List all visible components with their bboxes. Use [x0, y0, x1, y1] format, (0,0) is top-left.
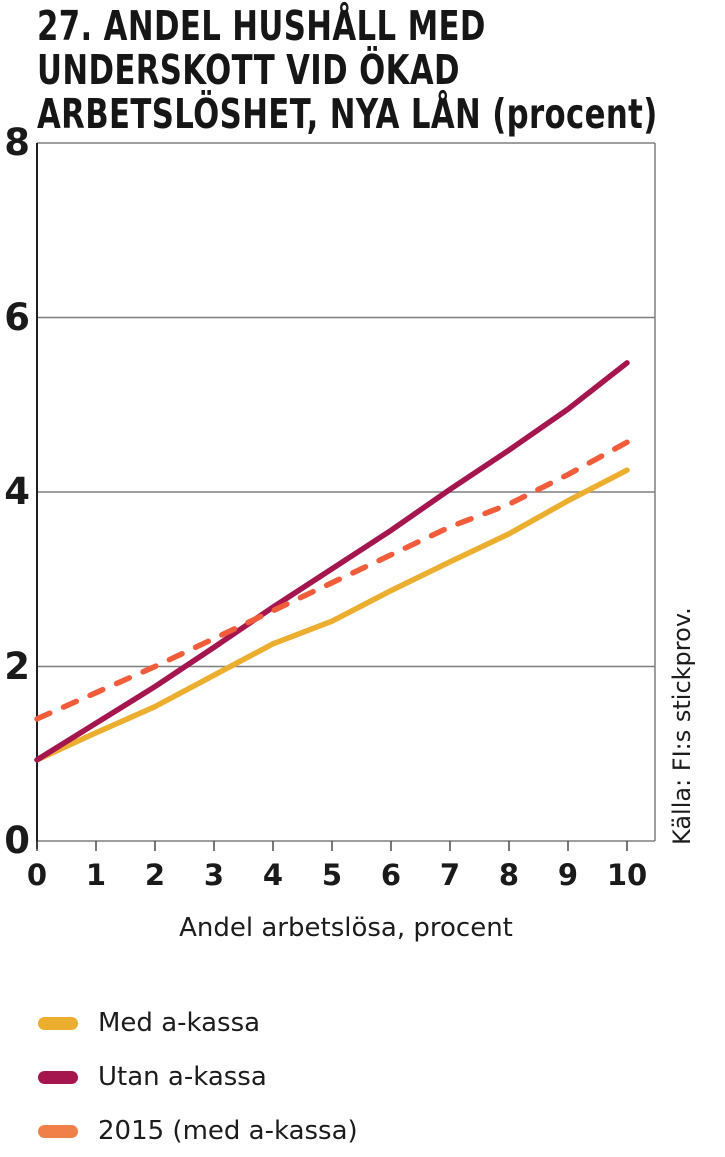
y-tick-label-8: 8	[4, 121, 30, 164]
y-tick-label-2: 2	[4, 644, 30, 688]
x-tick-label-5: 5	[321, 858, 343, 892]
x-tick-label-4: 4	[262, 858, 284, 892]
x-tick-label-0: 0	[26, 858, 48, 892]
x-tick-label-9: 9	[557, 858, 579, 892]
chart-title: 27. ANDEL HUSHÅLL MED UNDERSKOTT VID ÖKA…	[37, 4, 697, 136]
legend-item-0: Med a-kassa	[38, 1003, 358, 1043]
chart-title-line-3: ARBETSLÖSHET, NYA LÅN (procent)	[37, 90, 658, 138]
legend-swatch-2	[38, 1124, 78, 1138]
source-note: Källa: FI:s stickprov.	[668, 607, 696, 845]
x-tick-label-6: 6	[380, 858, 402, 892]
legend-label-1: Utan a-kassa	[98, 1062, 267, 1092]
chart-legend: Med a-kassa Utan a-kassa 2015 (med a-kassa…	[38, 1003, 358, 1157]
chart-title-line-1: 27. ANDEL HUSHÅLL MED	[37, 2, 486, 50]
legend-item-2: 2015 (med a-kassa)	[38, 1111, 358, 1151]
x-tick-label-1: 1	[85, 858, 107, 892]
x-axis-title: Andel arbetslösa, procent	[179, 913, 513, 943]
series-line-2	[34, 439, 630, 722]
x-tick-label-2: 2	[144, 858, 166, 892]
y-tick-label-4: 4	[4, 470, 30, 513]
legend-swatch-1	[38, 1070, 78, 1084]
legend-label-2: 2015 (med a-kassa)	[98, 1116, 358, 1146]
y-tick-label-6: 6	[4, 295, 30, 339]
x-tick-label-10: 10	[606, 858, 648, 892]
x-tick-label-3: 3	[203, 858, 225, 892]
x-tick-label-7: 7	[439, 858, 461, 892]
legend-label-0: Med a-kassa	[98, 1008, 261, 1038]
legend-item-1: Utan a-kassa	[38, 1057, 358, 1097]
x-tick-label-8: 8	[498, 858, 520, 892]
legend-swatch-0	[38, 1016, 78, 1030]
series-line-0	[34, 467, 630, 763]
chart-title-line-2: UNDERSKOTT VID ÖKAD	[37, 46, 460, 94]
series-line-1	[34, 360, 630, 763]
y-tick-label-0: 0	[4, 819, 30, 862]
